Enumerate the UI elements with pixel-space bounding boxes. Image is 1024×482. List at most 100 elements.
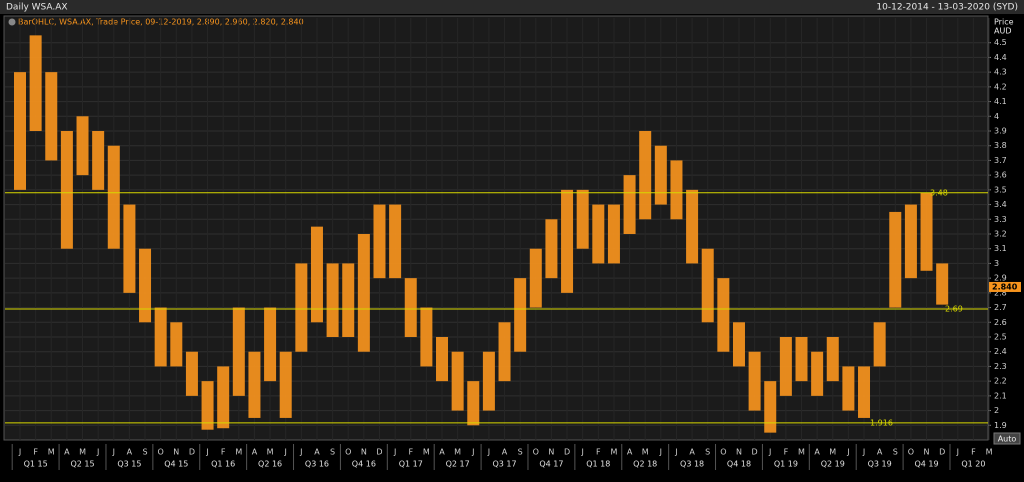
x-tick-label: S [705, 448, 710, 457]
y-tick-label: 4.4 [994, 53, 1007, 62]
quarter-label: Q3 15 [117, 460, 141, 469]
x-tick-label: S [330, 448, 335, 457]
x-tick-label: O [345, 448, 351, 457]
x-tick-label: M [454, 448, 461, 457]
price-bar [701, 248, 714, 323]
x-tick-label: S [518, 448, 523, 457]
x-tick-label: A [814, 448, 820, 457]
price-bar [482, 351, 495, 411]
price-bar [873, 322, 886, 367]
auto-button[interactable] [993, 432, 1021, 445]
price-bar [357, 234, 370, 352]
price-bar [404, 278, 417, 337]
x-tick-label: M [986, 448, 993, 457]
x-tick-label: F [784, 448, 789, 457]
price-bar [623, 175, 636, 234]
level-label: 2.69 [945, 305, 963, 314]
price-bar [795, 337, 808, 382]
price-bar [295, 263, 308, 352]
y-tick-label: 3.5 [994, 185, 1007, 194]
y-tick-label: 3.9 [994, 127, 1007, 136]
y-tick-label: 2.5 [994, 333, 1007, 342]
y-axis-title: Price [994, 18, 1014, 27]
price-bar [748, 351, 761, 411]
plot-area [3, 15, 989, 441]
x-tick-label: M [798, 448, 805, 457]
price-bar [498, 322, 511, 382]
price-bar [904, 204, 917, 279]
y-tick-label: 3.2 [994, 230, 1007, 239]
price-bar [310, 226, 323, 323]
quarter-label: Q3 19 [868, 460, 892, 469]
x-tick-label: F [971, 448, 976, 457]
x-tick-label: J [471, 448, 474, 457]
x-tick-label: J [956, 448, 959, 457]
x-tick-label: A [877, 448, 883, 457]
y-tick-label: 3.1 [994, 244, 1007, 253]
x-tick-label: F [408, 448, 413, 457]
price-bar [936, 263, 949, 305]
last-price-label: 2.840 [992, 282, 1018, 291]
header-title: Daily WSA.AX [6, 3, 68, 13]
price-bar [858, 366, 871, 418]
price-bar [545, 219, 558, 279]
x-tick-label: J [659, 448, 662, 457]
y-tick-label: 3.3 [994, 215, 1007, 224]
price-bar [686, 189, 699, 264]
price-bar [123, 204, 136, 293]
x-tick-label: A [127, 448, 133, 457]
level-label: 3.48 [930, 188, 948, 197]
header-range: 10-12-2014 - 13-03-2020 (SYD) [876, 3, 1018, 13]
x-tick-label: A [627, 448, 633, 457]
price-bar [889, 211, 902, 308]
price-bar [45, 72, 58, 161]
quarter-label: Q2 16 [258, 460, 282, 469]
auto-button-label[interactable]: Auto [998, 435, 1017, 444]
x-tick-label: A [689, 448, 695, 457]
price-bar [232, 307, 245, 396]
quarter-label: Q1 17 [399, 460, 423, 469]
x-tick-label: J [393, 448, 396, 457]
x-tick-label: M [610, 448, 617, 457]
x-tick-label: J [768, 448, 771, 457]
x-tick-label: F [596, 448, 601, 457]
quarter-label: Q1 18 [586, 460, 610, 469]
x-tick-label: O [158, 448, 164, 457]
price-bar [842, 366, 855, 411]
x-tick-label: J [18, 448, 21, 457]
x-tick-label: M [267, 448, 274, 457]
price-bar [654, 145, 667, 205]
price-bar [576, 189, 589, 249]
x-tick-label: D [564, 448, 570, 457]
x-tick-label: A [502, 448, 508, 457]
quarter-label: Q2 15 [70, 460, 94, 469]
x-tick-label: D [189, 448, 195, 457]
level-label: 1.916 [870, 418, 893, 427]
header-bar [0, 0, 1024, 14]
price-bar [217, 366, 230, 429]
x-tick-label: M [48, 448, 55, 457]
price-bar [342, 263, 355, 337]
x-tick-label: D [939, 448, 945, 457]
price-bar [170, 322, 183, 367]
x-tick-label: O [720, 448, 726, 457]
price-bar [779, 337, 792, 396]
price-bar [154, 307, 167, 367]
x-tick-label: S [143, 448, 148, 457]
quarter-label: Q4 15 [164, 460, 188, 469]
quarter-label: Q4 19 [914, 460, 938, 469]
x-tick-label: M [423, 448, 430, 457]
quarter-label: Q1 15 [24, 460, 48, 469]
quarter-label: Q3 17 [492, 460, 516, 469]
x-tick-label: A [314, 448, 320, 457]
y-tick-label: 2.3 [994, 362, 1007, 371]
quarter-label: Q2 18 [633, 460, 657, 469]
x-tick-label: N [548, 448, 554, 457]
y-tick-label: 2.9 [994, 274, 1007, 283]
y-tick-label: 3.8 [994, 141, 1007, 150]
quarter-label: Q4 18 [727, 460, 751, 469]
price-bar [592, 204, 605, 264]
legend-icon [8, 18, 16, 26]
quarter-label: Q4 17 [539, 460, 563, 469]
price-bar [732, 322, 745, 367]
